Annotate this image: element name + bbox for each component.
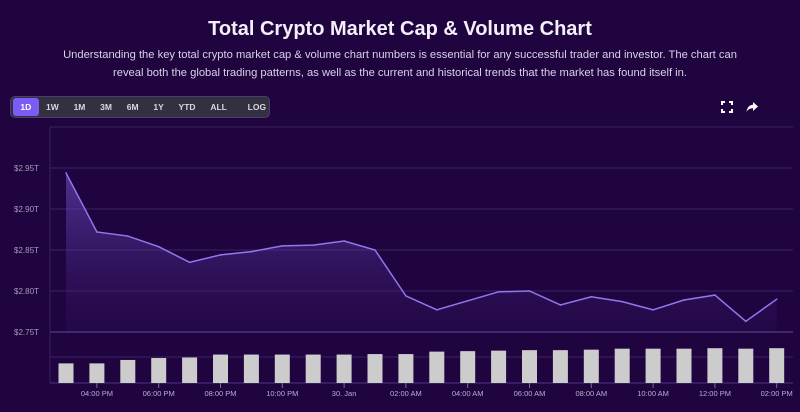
x-tick-label: 06:00 PM: [143, 389, 175, 398]
volume-bar: [614, 348, 630, 383]
y-tick-label: $2.80T: [14, 287, 39, 296]
range-button-all[interactable]: ALL: [210, 102, 227, 112]
volume-bar: [769, 348, 785, 383]
share-icon[interactable]: [745, 100, 759, 114]
volume-bar: [429, 351, 445, 383]
y-tick-label: $2.75T: [14, 328, 39, 337]
volume-bar: [305, 354, 321, 383]
data-point: [65, 172, 67, 174]
x-tick-label: 08:00 AM: [575, 389, 607, 398]
volume-bar: [676, 348, 692, 383]
data-point: [157, 245, 160, 248]
x-tick-label: 06:00 AM: [514, 389, 546, 398]
log-scale-toggle[interactable]: LOG: [247, 102, 267, 112]
data-point: [466, 300, 469, 302]
data-point: [436, 309, 438, 311]
data-point: [250, 250, 253, 253]
range-button-1m[interactable]: 1M: [73, 102, 86, 112]
volume-bar: [522, 350, 537, 383]
x-tick-label: 04:00 AM: [452, 389, 484, 398]
page-subtitle: Understanding the key total crypto marke…: [63, 49, 737, 79]
data-point: [374, 249, 376, 251]
range-button-6m[interactable]: 6M: [126, 102, 139, 112]
volume-bar: [367, 354, 383, 383]
data-point: [714, 294, 716, 296]
volume-bar: [274, 354, 290, 383]
range-button-1w[interactable]: 1W: [46, 102, 59, 112]
data-point: [683, 299, 685, 301]
volume-bar: [182, 357, 198, 383]
volume-bar: [151, 357, 167, 383]
x-tick-label: 02:00 AM: [390, 389, 422, 398]
volume-bar: [336, 354, 352, 383]
data-point: [96, 231, 98, 233]
data-point: [590, 295, 593, 298]
data-point: [188, 261, 191, 264]
data-point: [559, 304, 562, 306]
volume-bar: [707, 348, 723, 383]
market-cap-area: [66, 172, 777, 331]
y-tick-label: $2.90T: [14, 205, 39, 214]
x-tick-label: 12:00 PM: [699, 389, 731, 398]
volume-bar: [738, 348, 754, 383]
x-tick-label: 30. Jan: [332, 389, 357, 398]
volume-bar: [460, 351, 476, 383]
x-tick-label: 10:00 PM: [266, 389, 298, 398]
range-button-1d[interactable]: 1D: [13, 98, 39, 116]
range-button-ytd[interactable]: YTD: [178, 102, 196, 112]
data-point: [652, 309, 654, 311]
data-point: [497, 291, 500, 293]
data-point: [343, 240, 345, 242]
volume-bar: [243, 354, 259, 383]
x-tick-label: 02:00 PM: [761, 389, 793, 398]
volume-bar: [120, 359, 136, 383]
data-point: [405, 295, 407, 297]
fullscreen-icon[interactable]: [720, 100, 734, 114]
volume-bar: [645, 348, 661, 383]
data-point: [745, 320, 747, 323]
market-cap-line: [65, 172, 778, 323]
volume-bar: [583, 349, 599, 383]
y-tick-label: $2.95T: [14, 164, 39, 173]
data-point: [281, 245, 284, 247]
x-tick-label: 04:00 PM: [81, 389, 113, 398]
data-point: [528, 290, 531, 292]
volume-bar: [552, 350, 568, 383]
range-button-1y[interactable]: 1Y: [153, 102, 164, 112]
range-button-3m[interactable]: 3M: [100, 102, 112, 112]
volume-bar: [491, 350, 507, 383]
x-tick-label: 10:00 AM: [637, 389, 669, 398]
page-title: Total Crypto Market Cap & Volume Chart: [208, 18, 592, 40]
data-point: [219, 254, 222, 256]
range-selector: 1D 1W 1M 3M 6M 1Y YTD ALL LOG: [10, 96, 270, 118]
y-tick-label: $2.85T: [14, 246, 39, 255]
data-point: [621, 300, 623, 303]
volume-bar: [89, 363, 105, 383]
volume-bar: [58, 363, 74, 383]
data-point: [127, 235, 129, 237]
volume-bar: [398, 354, 414, 383]
data-point: [312, 244, 315, 246]
x-tick-label: 08:00 PM: [204, 389, 236, 398]
volume-bar: [213, 354, 228, 383]
data-point: [775, 298, 778, 301]
